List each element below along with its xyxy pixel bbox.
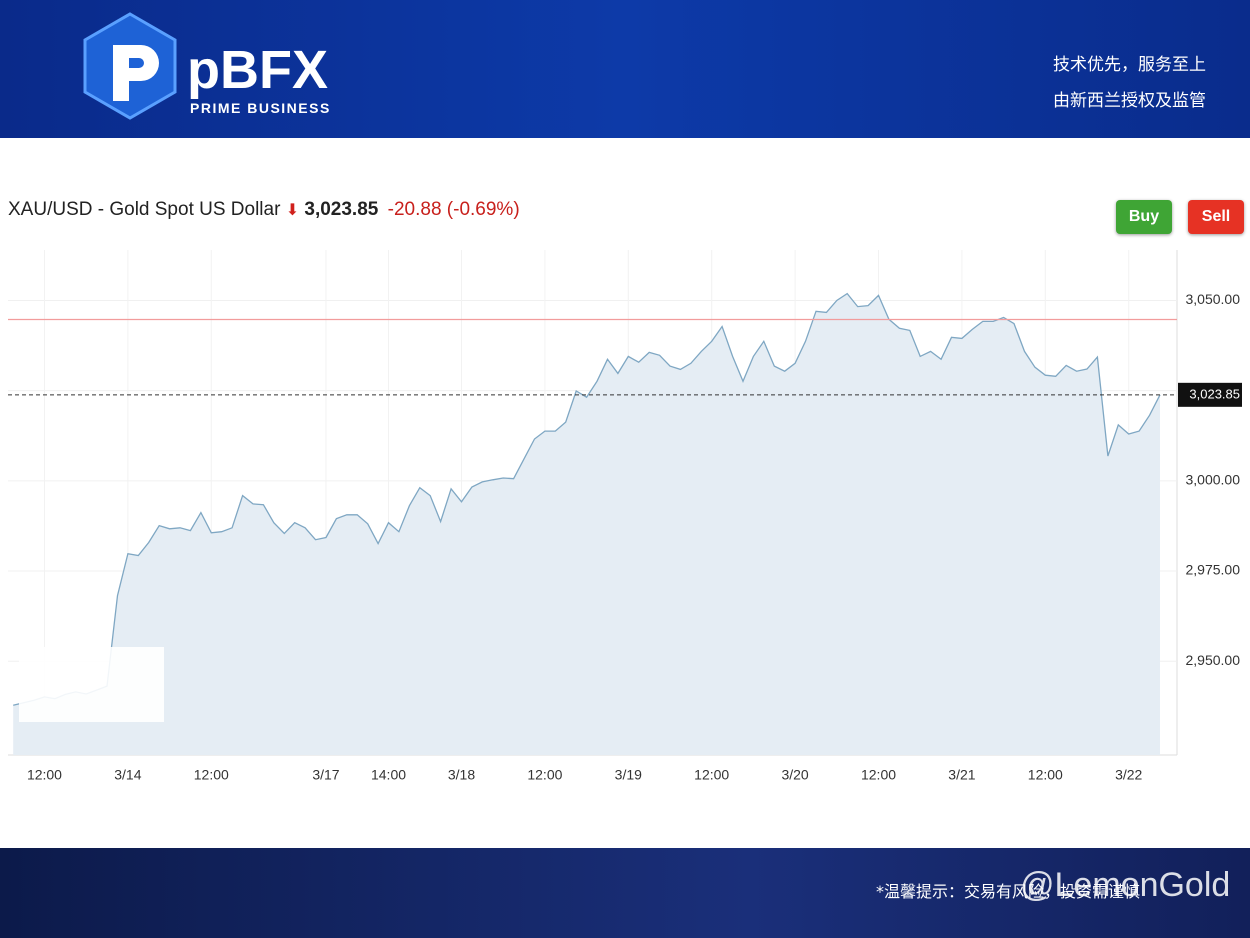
header: pBFX PRIME BUSINESS 技术优先，服务至上 由新西兰授权及监管 [0,0,1250,138]
x-tick-label: 3/19 [615,767,642,783]
slogan: 由新西兰授权及监管 [1053,91,1206,111]
price-tag-label: 3,023.85 [1189,386,1240,401]
price: 3,023.85 [304,199,379,220]
logo-text: pBFX [187,40,328,100]
symbol: XAU/USD - Gold Spot US Dollar [8,199,281,220]
area [13,293,1161,755]
x-tick-label: 3/18 [448,767,475,783]
x-tick-label: 12:00 [694,767,729,783]
notice: *温馨提示：交易有风险，投资需谨慎 [876,882,1141,901]
x-tick-label: 3/17 [312,767,339,783]
watermark: @LemonGold [1020,866,1231,904]
chart: 2,950.002,975.003,000.003,025.003,050.00… [8,250,1242,783]
overlay-box [112,647,164,722]
price-line [13,292,1161,706]
logo-sub: PRIME BUSINESS [190,100,331,116]
change: -20.88 [387,199,442,220]
price-tag [1178,382,1242,407]
logo-hex [83,12,177,120]
x-tick-label: 14:00 [371,767,406,783]
change-pct: (-0.69%) [446,199,520,220]
quote: XAU/USD - Gold Spot US Dollar ⬇ 3,023.85… [8,199,520,221]
down-arrow: ⬇ [285,202,300,219]
footer: *温馨提示：交易有风险，投资需谨慎 @LemonGold [0,848,1250,938]
x-tick-label: 12:00 [194,767,229,783]
x-tick-label: 3/20 [781,767,808,783]
x-tick-label: 12:00 [1028,767,1063,783]
overlay-box [19,647,112,722]
buy-button[interactable]: Buy [1116,200,1172,234]
x-tick-label: 12:00 [27,767,62,783]
sell-button[interactable]: Sell [1188,200,1244,234]
y-tick-label: 3,050.00 [1186,291,1241,307]
slogan: 技术优先，服务至上 [1053,55,1206,75]
y-tick-label: 3,000.00 [1186,472,1241,488]
y-tick-label: 2,975.00 [1186,562,1241,578]
logo: pBFX PRIME BUSINESS [83,12,331,120]
x-tick-label: 3/14 [114,767,141,783]
x-tick-label: 3/21 [948,767,975,783]
y-tick-label: 2,950.00 [1186,652,1241,668]
x-tick-label: 12:00 [861,767,896,783]
x-tick-label: 3/22 [1115,767,1142,783]
logo-p [113,45,159,101]
x-tick-label: 12:00 [527,767,562,783]
